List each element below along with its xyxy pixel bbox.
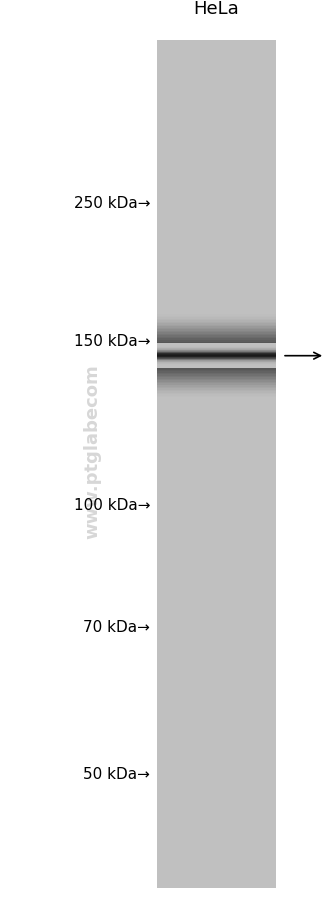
Bar: [157, 322, 276, 391]
Bar: [157, 324, 276, 389]
Bar: [157, 344, 276, 369]
Text: 150 kDa→: 150 kDa→: [74, 334, 150, 348]
Bar: [157, 326, 276, 387]
Bar: [157, 328, 276, 384]
Bar: [157, 333, 276, 380]
Text: 250 kDa→: 250 kDa→: [74, 196, 150, 210]
Bar: [157, 315, 276, 398]
Bar: [157, 318, 276, 395]
Bar: [157, 317, 276, 396]
Text: 70 kDa→: 70 kDa→: [83, 620, 150, 634]
Text: HeLa: HeLa: [193, 0, 239, 18]
Bar: [157, 339, 276, 373]
Text: 50 kDa→: 50 kDa→: [83, 767, 150, 781]
Bar: [157, 332, 276, 381]
Bar: [157, 335, 276, 378]
Bar: [157, 327, 276, 385]
Bar: [157, 330, 276, 382]
Bar: [157, 41, 276, 888]
Bar: [157, 321, 276, 391]
Bar: [157, 337, 276, 375]
Text: 100 kDa→: 100 kDa→: [74, 498, 150, 512]
Bar: [157, 336, 276, 376]
Text: www.ptglabecom: www.ptglabecom: [83, 364, 101, 538]
Bar: [157, 342, 276, 371]
Bar: [157, 341, 276, 372]
Bar: [157, 319, 276, 393]
